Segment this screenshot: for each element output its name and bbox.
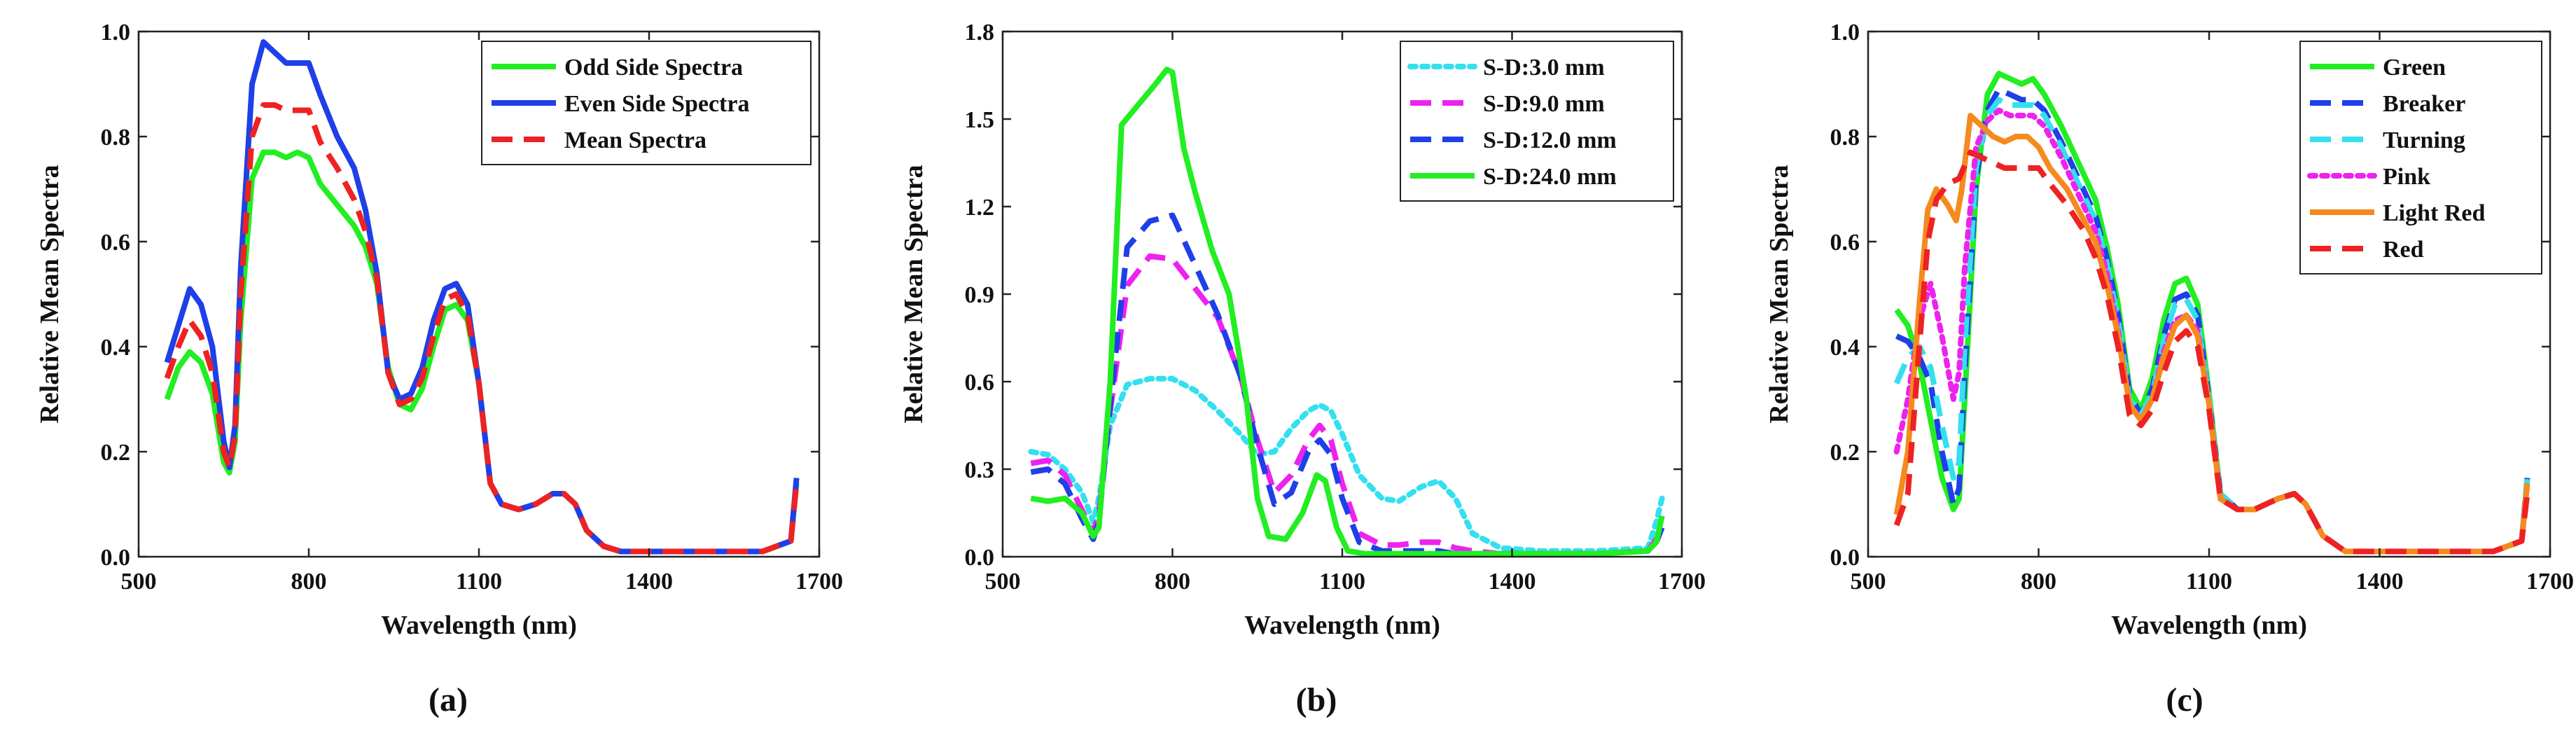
x-tick-label: 1100 <box>456 569 502 595</box>
y-tick-label: 0.4 <box>101 335 131 361</box>
x-tick-label: 800 <box>2021 569 2056 595</box>
legend-entry: Breaker <box>2383 91 2465 117</box>
legend-entry: Pink <box>2383 164 2430 190</box>
x-tick-label: 1100 <box>2186 569 2232 595</box>
y-tick-label: 1.2 <box>965 195 995 221</box>
y-axis-label: Relative Mean Spectra <box>1764 165 1794 423</box>
chart-panel-0: 500 800 1100 1400 1700 0.0 0.2 0.4 0.6 0.8 1.0 Wave… <box>35 20 843 718</box>
series-line-0-2 <box>164 102 800 555</box>
x-tick-label: 800 <box>1155 569 1190 595</box>
legend-entry: Odd Side Spectra <box>564 55 743 81</box>
legend-entry: Mean Spectra <box>564 127 706 153</box>
x-tick-label: 1100 <box>1319 569 1365 595</box>
legend-entry: S-D:24.0 mm <box>1483 164 1617 190</box>
x-tick-label: 1700 <box>1658 569 1706 595</box>
y-tick-label: 0.8 <box>1830 125 1860 151</box>
x-tick-label: 1700 <box>2526 569 2574 595</box>
legend: Green Breaker Turning Pink Light Red Red <box>2299 41 2542 275</box>
legend-entry: Red <box>2383 237 2424 263</box>
x-tick-label: 1400 <box>625 569 673 595</box>
y-tick-label: 0.0 <box>1830 545 1860 571</box>
y-tick-label: 0.6 <box>965 370 995 396</box>
y-tick-label: 0.4 <box>1830 335 1860 361</box>
legend: Odd Side Spectra Even Side Spectra Mean Sp… <box>481 41 812 165</box>
legend-entry: S-D:9.0 mm <box>1483 91 1605 117</box>
x-tick-label: 1700 <box>795 569 843 595</box>
legend: S-D:3.0 mm S-D:9.0 mm S-D:12.0 mm S-D:24.0 … <box>1400 41 1674 202</box>
legend-box <box>2299 41 2542 275</box>
y-tick-label: 0.6 <box>1830 230 1860 256</box>
legend-entry: S-D:12.0 mm <box>1483 127 1617 153</box>
y-tick-label: 0.0 <box>965 545 995 571</box>
panel-label: (b) <box>1296 681 1337 718</box>
series-line-2-5 <box>1893 149 2530 555</box>
y-tick-label: 0.2 <box>1830 440 1860 466</box>
x-tick-label: 500 <box>121 569 157 595</box>
legend-entry: Turning <box>2383 127 2465 153</box>
series-line-0-0 <box>164 149 800 555</box>
legend-entry: Light Red <box>2383 200 2486 226</box>
y-tick-label: 1.8 <box>965 20 995 46</box>
series-line-1-3 <box>1030 67 1665 557</box>
y-tick-label: 0.9 <box>965 282 995 308</box>
legend-entry: Even Side Spectra <box>564 91 749 117</box>
y-tick-label: 1.5 <box>965 107 995 133</box>
legend-entry: Green <box>2383 55 2446 81</box>
y-axis-label: Relative Mean Spectra <box>35 165 64 423</box>
y-tick-label: 0.2 <box>101 440 131 466</box>
panel-label: (c) <box>2166 681 2203 718</box>
y-tick-label: 1.0 <box>1830 20 1860 46</box>
panel-label: (a) <box>429 681 468 718</box>
x-axis-label: Wavelength (nm) <box>1244 611 1440 640</box>
series-line-1-0 <box>1028 375 1665 554</box>
y-tick-label: 0.3 <box>965 457 995 483</box>
y-tick-label: 0.6 <box>101 230 131 256</box>
x-axis-label: Wavelength (nm) <box>2111 611 2307 640</box>
chart-panel-2: 500 800 1100 1400 1700 0.0 0.2 0.4 0.6 0.8 1.0 Wave… <box>1764 20 2574 718</box>
x-axis-label: Wavelength (nm) <box>381 611 577 640</box>
x-tick-label: 500 <box>985 569 1021 595</box>
y-tick-label: 0.0 <box>101 545 131 571</box>
y-tick-label: 1.0 <box>101 20 131 46</box>
chart-panel-1: 500 800 1100 1400 1700 0.0 0.3 0.6 0.9 1.2 1.5 1.8 W… <box>899 20 1706 718</box>
series-line-1-2 <box>1030 212 1665 557</box>
x-tick-label: 1400 <box>2356 569 2404 595</box>
x-tick-label: 1400 <box>1489 569 1536 595</box>
x-tick-label: 500 <box>1851 569 1886 595</box>
legend-entry: S-D:3.0 mm <box>1483 55 1605 81</box>
y-axis-label: Relative Mean Spectra <box>899 165 928 423</box>
y-tick-label: 0.8 <box>101 125 131 151</box>
x-tick-label: 800 <box>291 569 327 595</box>
